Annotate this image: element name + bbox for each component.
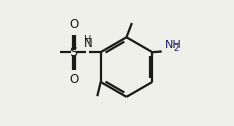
Text: NH: NH	[165, 40, 182, 50]
Text: H: H	[84, 35, 91, 45]
Text: 2: 2	[173, 44, 178, 53]
Text: O: O	[69, 73, 78, 86]
Text: S: S	[69, 46, 78, 59]
Text: O: O	[69, 18, 78, 31]
Text: N: N	[84, 37, 92, 50]
